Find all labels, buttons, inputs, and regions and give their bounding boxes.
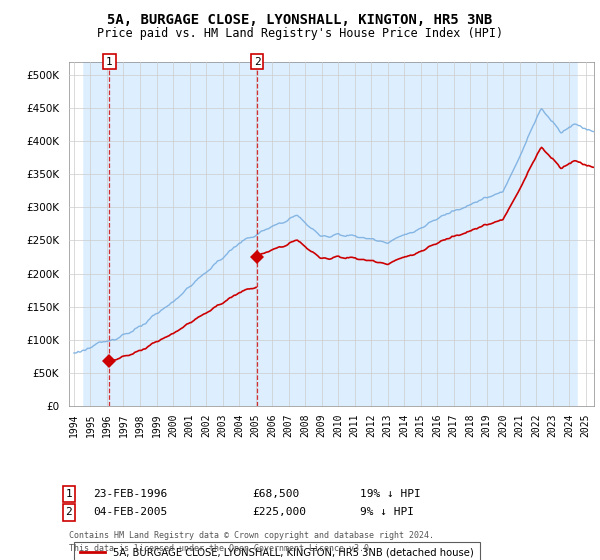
Text: 23-FEB-1996: 23-FEB-1996 — [93, 489, 167, 499]
Bar — [578, 62, 594, 406]
Text: £225,000: £225,000 — [252, 507, 306, 517]
Text: 2: 2 — [65, 507, 73, 517]
Text: Price paid vs. HM Land Registry's House Price Index (HPI): Price paid vs. HM Land Registry's House … — [97, 27, 503, 40]
Text: 9% ↓ HPI: 9% ↓ HPI — [360, 507, 414, 517]
Text: This data is licensed under the Open Government Licence v3.0.: This data is licensed under the Open Gov… — [69, 544, 374, 553]
Text: 1: 1 — [65, 489, 73, 499]
Text: 1: 1 — [106, 57, 113, 67]
Text: 5A, BURGAGE CLOSE, LYONSHALL, KINGTON, HR5 3NB: 5A, BURGAGE CLOSE, LYONSHALL, KINGTON, H… — [107, 13, 493, 27]
Legend: 5A, BURGAGE CLOSE, LYONSHALL, KINGTON, HR5 3NB (detached house), HPI: Average pr: 5A, BURGAGE CLOSE, LYONSHALL, KINGTON, H… — [74, 542, 480, 560]
Text: Contains HM Land Registry data © Crown copyright and database right 2024.: Contains HM Land Registry data © Crown c… — [69, 531, 434, 540]
Text: 19% ↓ HPI: 19% ↓ HPI — [360, 489, 421, 499]
Text: 2: 2 — [254, 57, 260, 67]
Text: 04-FEB-2005: 04-FEB-2005 — [93, 507, 167, 517]
Text: £68,500: £68,500 — [252, 489, 299, 499]
Bar — [69, 62, 83, 406]
